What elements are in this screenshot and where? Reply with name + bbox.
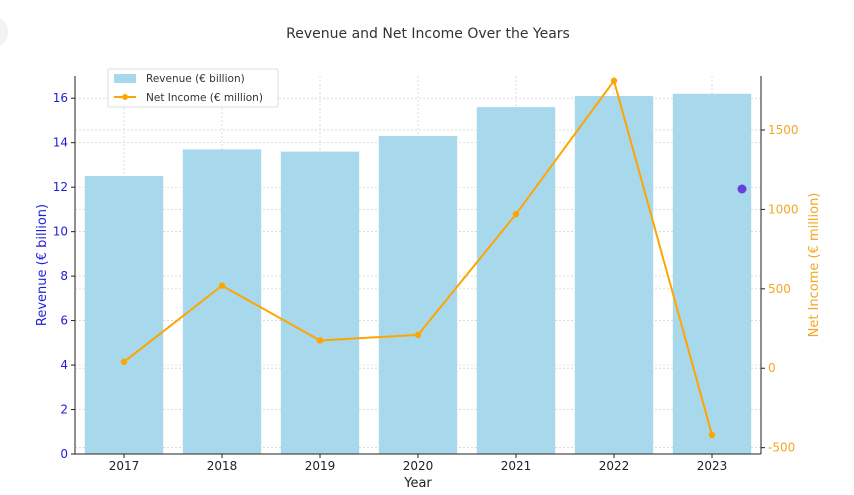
- x-axis-label: Year: [403, 476, 432, 491]
- right-axis-label: Net Income (€ million): [807, 193, 822, 338]
- x-tick-label: 2020: [403, 459, 434, 473]
- left-tick-label: 12: [53, 180, 68, 194]
- axes: 0 2 4 6 8 10 12 14 16 -500 0 500 1000 1500 2017 2018 201…: [53, 76, 799, 473]
- left-tick-label: 10: [53, 225, 68, 239]
- revenue-bar: [378, 136, 458, 455]
- chart-title: Revenue and Net Income Over the Years: [286, 26, 570, 42]
- x-tick-label: 2022: [599, 459, 630, 473]
- left-tick-label: 2: [60, 403, 68, 417]
- left-tick-label: 4: [60, 358, 68, 372]
- legend-box: [107, 68, 279, 108]
- revenue-bar: [280, 151, 360, 454]
- left-tick-label: 8: [60, 269, 68, 283]
- revenue-bar: [84, 176, 164, 454]
- legend-label-net-income: Net Income (€ million): [146, 92, 263, 104]
- net-income-point: [414, 331, 422, 339]
- net-income-point: [316, 337, 324, 344]
- x-tick-label: 2019: [305, 459, 336, 473]
- right-tick-label: 500: [768, 282, 791, 296]
- left-tick-label: 14: [53, 136, 68, 150]
- revenue-bars: [84, 93, 752, 455]
- left-tick-label: 6: [60, 314, 68, 328]
- revenue-bar: [182, 149, 262, 454]
- x-tick-label: 2023: [697, 459, 728, 473]
- left-axis-label: Revenue (€ billion): [35, 204, 50, 326]
- left-tick-label: 0: [60, 447, 68, 461]
- x-tick-label: 2021: [501, 459, 532, 473]
- legend-label-revenue: Revenue (€ billion): [146, 73, 245, 85]
- revenue-bar: [476, 107, 556, 455]
- corner-decoration: [0, 18, 8, 46]
- right-tick-label: 1000: [768, 202, 799, 216]
- left-tick-label: 16: [53, 91, 68, 105]
- net-income-line: [120, 77, 716, 439]
- right-tick-label: 1500: [768, 123, 799, 137]
- legend: Revenue (€ billion) Net Income (€ million…: [107, 68, 279, 108]
- purple-marker-dot: [737, 184, 747, 194]
- legend-swatch-marker: [122, 94, 128, 100]
- net-income-point: [218, 282, 226, 289]
- net-income-point: [708, 431, 716, 439]
- x-tick-label: 2017: [109, 459, 140, 473]
- x-tick-label: 2018: [207, 459, 238, 473]
- revenue-bar: [574, 96, 654, 454]
- net-income-point: [610, 77, 618, 84]
- right-tick-label: -500: [768, 441, 795, 455]
- revenue-bar: [672, 93, 752, 454]
- right-tick-label: 0: [768, 361, 776, 375]
- legend-swatch-revenue: [114, 74, 136, 83]
- net-income-point: [512, 210, 520, 218]
- net-income-point: [120, 358, 128, 366]
